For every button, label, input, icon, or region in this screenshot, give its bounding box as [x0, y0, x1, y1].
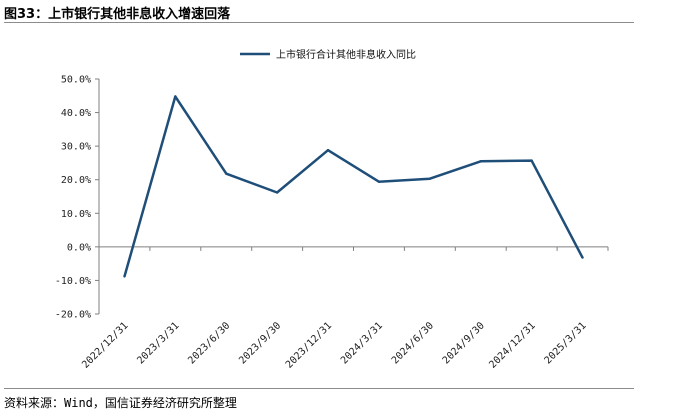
chart-legend: 上市银行合计其他非息收入同比 [240, 48, 416, 61]
y-tick-label: 40.0% [61, 108, 91, 119]
legend-label: 上市银行合计其他非息收入同比 [276, 48, 416, 61]
figure-title: 图33：上市银行其他非息收入增速回落 [4, 7, 231, 22]
title-divider [4, 22, 634, 23]
x-tick-label: 2023/9/30 [237, 320, 283, 366]
data-point [530, 159, 533, 162]
source-divider [4, 388, 634, 389]
source-note: 资料来源：Wind，国信证券经济研究所整理 [4, 396, 237, 410]
data-point [275, 191, 279, 194]
data-point [581, 256, 584, 259]
x-tick-label: 2024/9/30 [441, 320, 487, 366]
y-tick-label: 20.0% [61, 175, 91, 186]
x-tick-label: 2022/12/31 [80, 320, 130, 370]
y-tick-label: 10.0% [61, 209, 91, 220]
series-line [123, 95, 584, 277]
x-tick-label: 2024/12/31 [487, 320, 537, 370]
data-point [479, 160, 482, 163]
y-tick-label: 0.0% [67, 242, 91, 253]
chart-axes [98, 79, 608, 314]
y-tick-label: -10.0% [55, 276, 91, 287]
data-point [377, 180, 381, 183]
data-point [174, 95, 177, 98]
x-tick-label: 2023/3/31 [135, 320, 181, 366]
data-point [123, 275, 126, 278]
data-point [225, 172, 228, 175]
x-tick-label: 2023/12/31 [284, 320, 334, 370]
y-tick-label: -20.0% [55, 310, 91, 321]
data-point [326, 148, 330, 152]
y-tick-label: 30.0% [61, 142, 91, 153]
x-tick-label: 2024/6/30 [390, 320, 436, 366]
chart-series [123, 95, 584, 278]
data-point [428, 177, 432, 180]
y-axis-ticks: 50.0% 40.0% 30.0% 20.0% 10.0% 0.0% -10.0% -20.0… [55, 75, 99, 321]
y-tick-label: 50.0% [61, 75, 91, 86]
x-tick-label: 2023/6/30 [186, 320, 232, 366]
x-axis-ticks: 2022/12/31 2023/3/31 2023/6/30 2023/9/30 202… [80, 246, 609, 371]
x-tick-label: 2024/3/31 [339, 320, 385, 366]
x-tick-label: 2025/3/31 [543, 320, 589, 366]
